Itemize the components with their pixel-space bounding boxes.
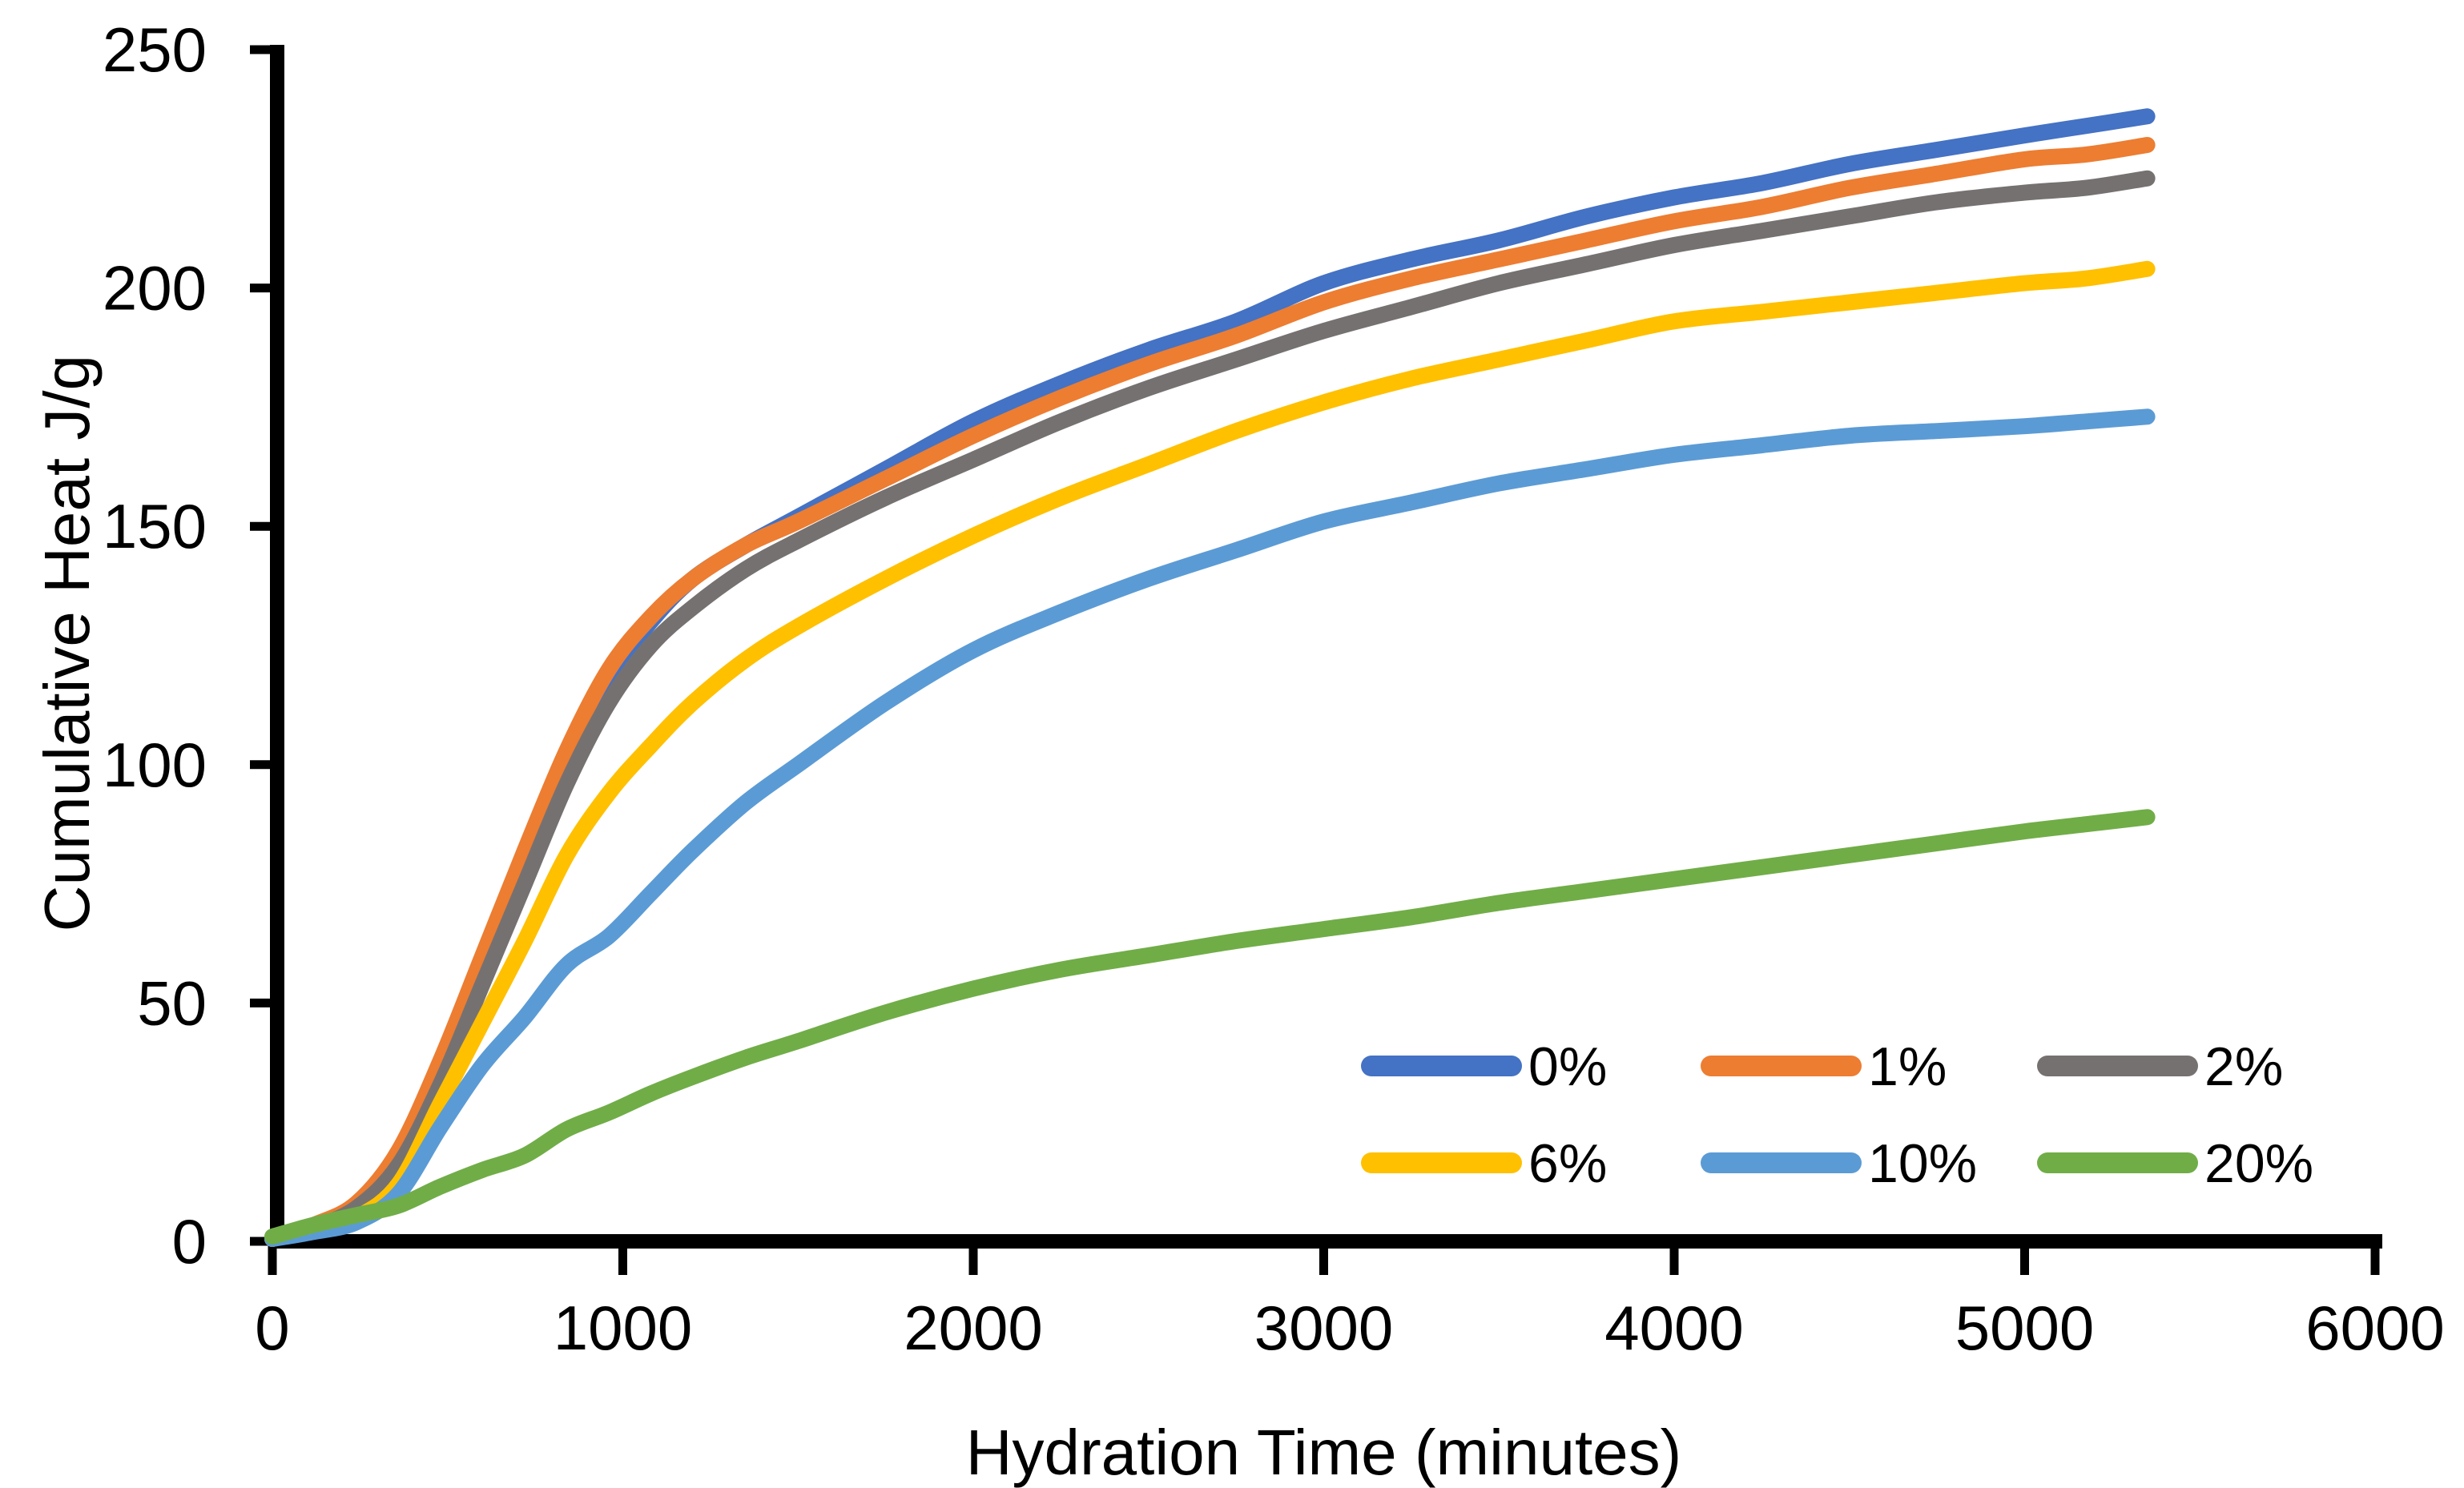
series-line-0% — [264, 108, 2156, 1247]
y-tick-label: 200 — [103, 253, 207, 324]
x-tick-label: 6000 — [2305, 1293, 2445, 1363]
x-tick-label: 5000 — [1955, 1293, 2095, 1363]
legend-label-1%: 1% — [1868, 1036, 1947, 1097]
series-line-2% — [264, 170, 2156, 1247]
y-tick-label: 50 — [137, 967, 207, 1038]
x-tick-label: 0 — [255, 1293, 289, 1363]
y-tick-label: 150 — [103, 491, 207, 561]
series-line-20% — [264, 809, 2156, 1245]
x-tick-label: 2000 — [904, 1293, 1043, 1363]
x-axis-title: Hydration Time (minutes) — [965, 1417, 1682, 1488]
legend-label-20%: 20% — [2204, 1133, 2313, 1194]
y-axis-title: Cumulative Heat J/g — [31, 354, 103, 932]
y-tick-label: 250 — [103, 14, 207, 85]
legend-label-0%: 0% — [1528, 1036, 1607, 1097]
x-tick-label: 1000 — [554, 1293, 693, 1363]
y-tick-label: 100 — [103, 730, 207, 800]
y-tick-label: 0 — [172, 1206, 207, 1277]
y-axis-title-wrap: Cumulative Heat J/g — [11, 45, 123, 1241]
series-line-1% — [264, 137, 2156, 1247]
legend-label-6%: 6% — [1528, 1133, 1607, 1194]
series-line-10% — [264, 408, 2156, 1247]
x-tick-label: 4000 — [1604, 1293, 1744, 1363]
series-line-6% — [264, 260, 2156, 1247]
x-tick-label: 3000 — [1254, 1293, 1394, 1363]
legend-label-2%: 2% — [2204, 1036, 2283, 1097]
legend-label-10%: 10% — [1868, 1133, 1977, 1194]
